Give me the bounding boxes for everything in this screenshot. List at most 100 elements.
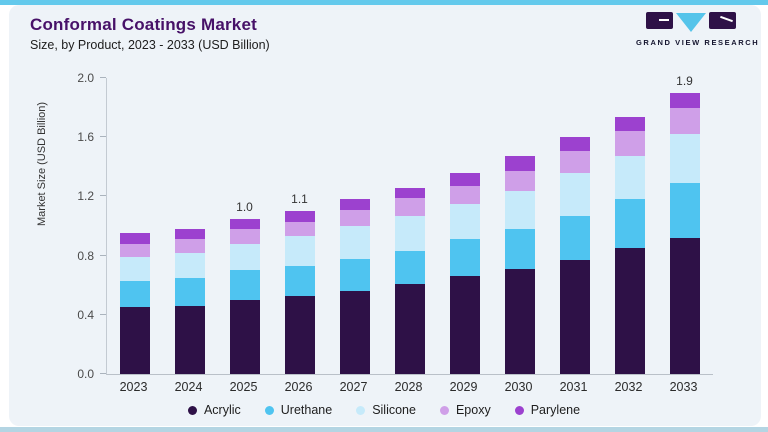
gvr-logo: GRAND VIEW RESEARCH	[636, 12, 758, 47]
legend-label: Epoxy	[455, 403, 491, 417]
bar-segment-2026-acrylic	[284, 295, 315, 374]
legend-item-parylene: Parylene	[514, 403, 581, 417]
bar-segment-2033-epoxy	[669, 107, 700, 135]
stacked-bar-2026	[284, 211, 315, 374]
bar-segment-2029-acrylic	[449, 276, 480, 374]
bar-segment-2026-urethane	[284, 265, 315, 296]
bar-segment-2025-epoxy	[229, 228, 260, 244]
bar-segment-2030-parylene	[504, 156, 535, 172]
logo-g-icon	[646, 12, 673, 29]
bar-segment-2024-silicone	[174, 252, 205, 278]
legend-swatch-icon	[264, 405, 274, 415]
y-tick-label: 0.0	[77, 367, 94, 381]
bar-segment-2023-urethane	[119, 280, 150, 308]
bottom-accent-strip	[0, 427, 768, 432]
bar-segment-2023-silicone	[119, 257, 150, 281]
legend-label: Urethane	[280, 403, 333, 417]
stacked-bar-2023	[119, 233, 150, 374]
bar-group-2023	[107, 78, 162, 374]
bar-group-2029	[437, 78, 492, 374]
bar-segment-2032-epoxy	[614, 131, 645, 157]
stacked-bar-2025	[229, 218, 260, 374]
bar-segment-2032-urethane	[614, 199, 645, 249]
stacked-bar-2031	[559, 137, 590, 374]
bar-segment-2031-silicone	[559, 172, 590, 216]
bar-segment-2026-silicone	[284, 236, 315, 266]
bar-group-2028	[382, 78, 437, 374]
bar-segment-2024-acrylic	[174, 305, 205, 374]
legend-label: Acrylic	[203, 403, 241, 417]
y-tick-label: 1.6	[77, 130, 94, 145]
gvr-logo-mark	[636, 12, 746, 34]
plot-area: 1.0 1.1 1.9	[106, 74, 713, 375]
y-tick-label: 0.8	[77, 248, 94, 263]
bar-segment-2032-parylene	[614, 116, 645, 132]
bar-segment-2030-silicone	[504, 190, 535, 229]
bar-segment-2031-parylene	[559, 137, 590, 151]
legend-swatch-icon	[439, 405, 449, 415]
bar-segment-2026-epoxy	[284, 221, 315, 237]
legend-swatch-icon	[514, 405, 524, 415]
x-tick-label-2029: 2029	[449, 380, 478, 394]
x-tick-label-2027: 2027	[339, 380, 368, 394]
bar-group-2033: 1.9	[657, 74, 712, 374]
x-tick-label-2031: 2031	[559, 380, 588, 394]
bar-segment-2030-epoxy	[504, 171, 535, 191]
chart-subtitle: Size, by Product, 2023 - 2033 (USD Billi…	[30, 38, 270, 52]
bar-segment-2024-epoxy	[174, 239, 205, 253]
bar-segment-2028-acrylic	[394, 283, 425, 374]
legend-swatch-icon	[187, 405, 197, 415]
bar-segment-2033-urethane	[669, 183, 700, 238]
bar-segment-2033-silicone	[669, 134, 700, 184]
bar-segment-2027-epoxy	[339, 209, 370, 227]
bar-segment-2025-urethane	[229, 270, 260, 300]
bar-group-2025: 1.0	[217, 78, 272, 374]
bar-group-2031	[547, 78, 602, 374]
bar-segment-2025-silicone	[229, 243, 260, 271]
x-axis-labels: 2023 2024 2025 2026 2027 2028 2029 2030 2031 2032…	[106, 380, 712, 396]
bar-segment-2029-silicone	[449, 203, 480, 240]
bar-segment-2027-parylene	[339, 199, 370, 210]
legend-item-epoxy: Epoxy	[439, 403, 491, 417]
x-tick-label-2032: 2032	[614, 380, 643, 394]
y-axis: 0.0 0.4 0.8 1.2 1.6 2.0	[0, 71, 106, 381]
legend-swatch-icon	[356, 405, 366, 415]
logo-r-icon	[709, 12, 736, 29]
bar-segment-2028-silicone	[394, 215, 425, 252]
stacked-bar-2029	[449, 172, 480, 374]
stacked-bar-2028	[394, 187, 425, 374]
stacked-bar-2030	[504, 156, 535, 374]
bar-segment-2027-silicone	[339, 226, 370, 259]
legend-label: Silicone	[372, 403, 416, 417]
logo-v-icon	[676, 13, 706, 32]
bar-segment-2025-acrylic	[229, 300, 260, 374]
x-tick-label-2025: 2025	[229, 380, 258, 394]
bar-segment-2027-acrylic	[339, 291, 370, 374]
chart-title: Conformal Coatings Market	[30, 15, 257, 34]
x-tick-label-2024: 2024	[174, 380, 203, 394]
bar-segment-2027-urethane	[339, 258, 370, 292]
top-accent-strip	[0, 0, 768, 5]
bar-segment-2024-urethane	[174, 277, 205, 306]
legend-label: Parylene	[530, 403, 581, 417]
bar-segment-2029-epoxy	[449, 186, 480, 204]
bar-group-2030	[492, 78, 547, 374]
bar-segment-2028-parylene	[394, 187, 425, 198]
bar-group-2024	[162, 78, 217, 374]
bar-segment-2024-parylene	[174, 228, 205, 240]
y-tick-label: 2.0	[77, 71, 94, 85]
x-tick-label-2023: 2023	[119, 380, 148, 394]
bar-group-2032	[602, 78, 657, 374]
stacked-bar-2033	[669, 92, 700, 374]
stacked-bar-2024	[174, 228, 205, 374]
bar-segment-2033-parylene	[669, 92, 700, 108]
bar-segment-2032-acrylic	[614, 248, 645, 374]
bar-segment-2028-epoxy	[394, 197, 425, 216]
bar-segment-2030-acrylic	[504, 268, 535, 374]
bar-segment-2029-urethane	[449, 239, 480, 277]
legend-item-acrylic: Acrylic	[187, 403, 241, 417]
bar-segment-2031-urethane	[559, 215, 590, 261]
y-tick-label: 0.4	[77, 307, 94, 322]
bar-segment-2028-urethane	[394, 251, 425, 284]
x-tick-label-2030: 2030	[504, 380, 533, 394]
